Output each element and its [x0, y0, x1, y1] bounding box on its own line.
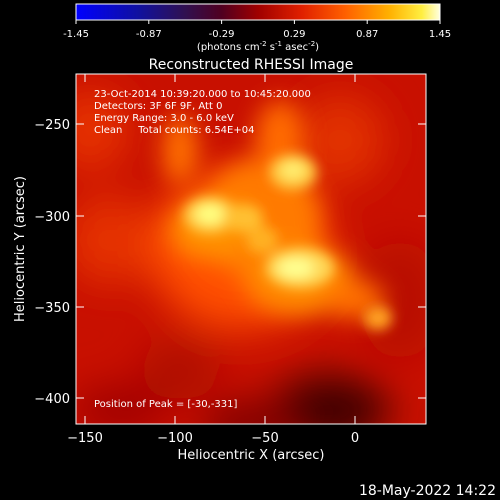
- colorbar-ticks: [75, 20, 441, 24]
- colorbar: [75, 3, 441, 21]
- peak-position-annotation: Position of Peak = [-30,-331]: [94, 399, 238, 410]
- y-axis-label: Heliocentric Y (arcsec): [13, 176, 28, 322]
- axis-ticks: [76, 74, 426, 424]
- colorbar-tick-label: -1.45: [63, 29, 89, 40]
- energy-range-annotation: Energy Range: 3.0 - 6.0 keV: [94, 113, 234, 124]
- colorbar-tick-label: 1.45: [429, 29, 451, 40]
- y-tick-label: −250: [34, 118, 70, 133]
- plot-title: Reconstructed RHESSI Image: [149, 57, 354, 73]
- x-axis-label: Heliocentric X (arcsec): [178, 448, 325, 463]
- colorbar-units: (photons cm-2 s-1 asec-2): [197, 40, 319, 53]
- x-tick-label: 0: [351, 431, 359, 446]
- x-tick-label: −150: [67, 431, 103, 446]
- x-tick-label: −50: [251, 431, 278, 446]
- time-range-annotation: 23-Oct-2014 10:39:20.000 to 10:45:20.000: [94, 89, 311, 100]
- plot-frame: [75, 73, 427, 425]
- y-tick-label: −350: [34, 301, 70, 316]
- y-tick-label: −400: [34, 392, 70, 407]
- detectors-annotation: Detectors: 3F 6F 9F, Att 0: [94, 101, 222, 112]
- clean-counts-annotation: Clean Total counts: 6.54E+04: [94, 125, 254, 136]
- timestamp: 18-May-2022 14:22: [359, 483, 496, 499]
- flare-image: [76, 74, 426, 424]
- y-tick-label: −300: [34, 210, 70, 225]
- colorbar-tick-label: 0.29: [283, 29, 305, 40]
- colorbar-tick-label: -0.29: [209, 29, 235, 40]
- x-tick-label: −100: [157, 431, 193, 446]
- colorbar-tick-label: -0.87: [136, 29, 162, 40]
- colorbar-tick-label: 0.87: [356, 29, 378, 40]
